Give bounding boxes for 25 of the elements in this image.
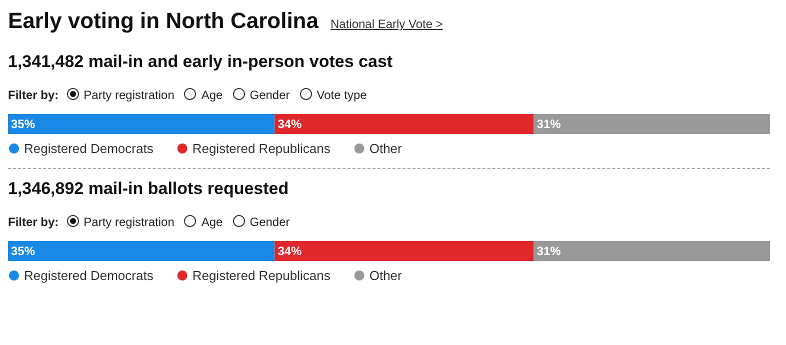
text: Filter by: [8, 88, 59, 102]
legend-label: Registered Republicans [192, 141, 331, 156]
chart-title: Early voting in North Carolina [8, 8, 318, 34]
chart-subtitle: 1,341,482 mail-in and early in-person votes cast [7, 51, 394, 72]
data-label: 31% [536, 244, 562, 258]
legend-label: Registered Democrats [24, 141, 154, 156]
legend-label: Other [369, 268, 403, 283]
legend-label: Other [369, 141, 403, 156]
chart-subtitle: 1,346,892 mail-in ballots requested [7, 178, 290, 199]
text: Party registration [82, 88, 174, 102]
text: Vote type [316, 88, 367, 102]
data-label: 35% [11, 117, 36, 131]
text: Age [200, 215, 223, 229]
data-label: 34% [278, 244, 302, 258]
text: Party registration [82, 215, 174, 229]
data-label: 34% [278, 117, 302, 131]
text: National Early Vote > [330, 17, 443, 31]
legend-label: Registered Republicans [192, 268, 331, 283]
data-label: 35% [11, 244, 36, 258]
legend-label: Registered Democrats [24, 268, 154, 283]
text: Gender [248, 215, 290, 229]
text: Filter by: [8, 215, 59, 229]
text: Age [200, 88, 223, 102]
data-label: 31% [536, 117, 562, 131]
text: Gender [248, 88, 290, 102]
